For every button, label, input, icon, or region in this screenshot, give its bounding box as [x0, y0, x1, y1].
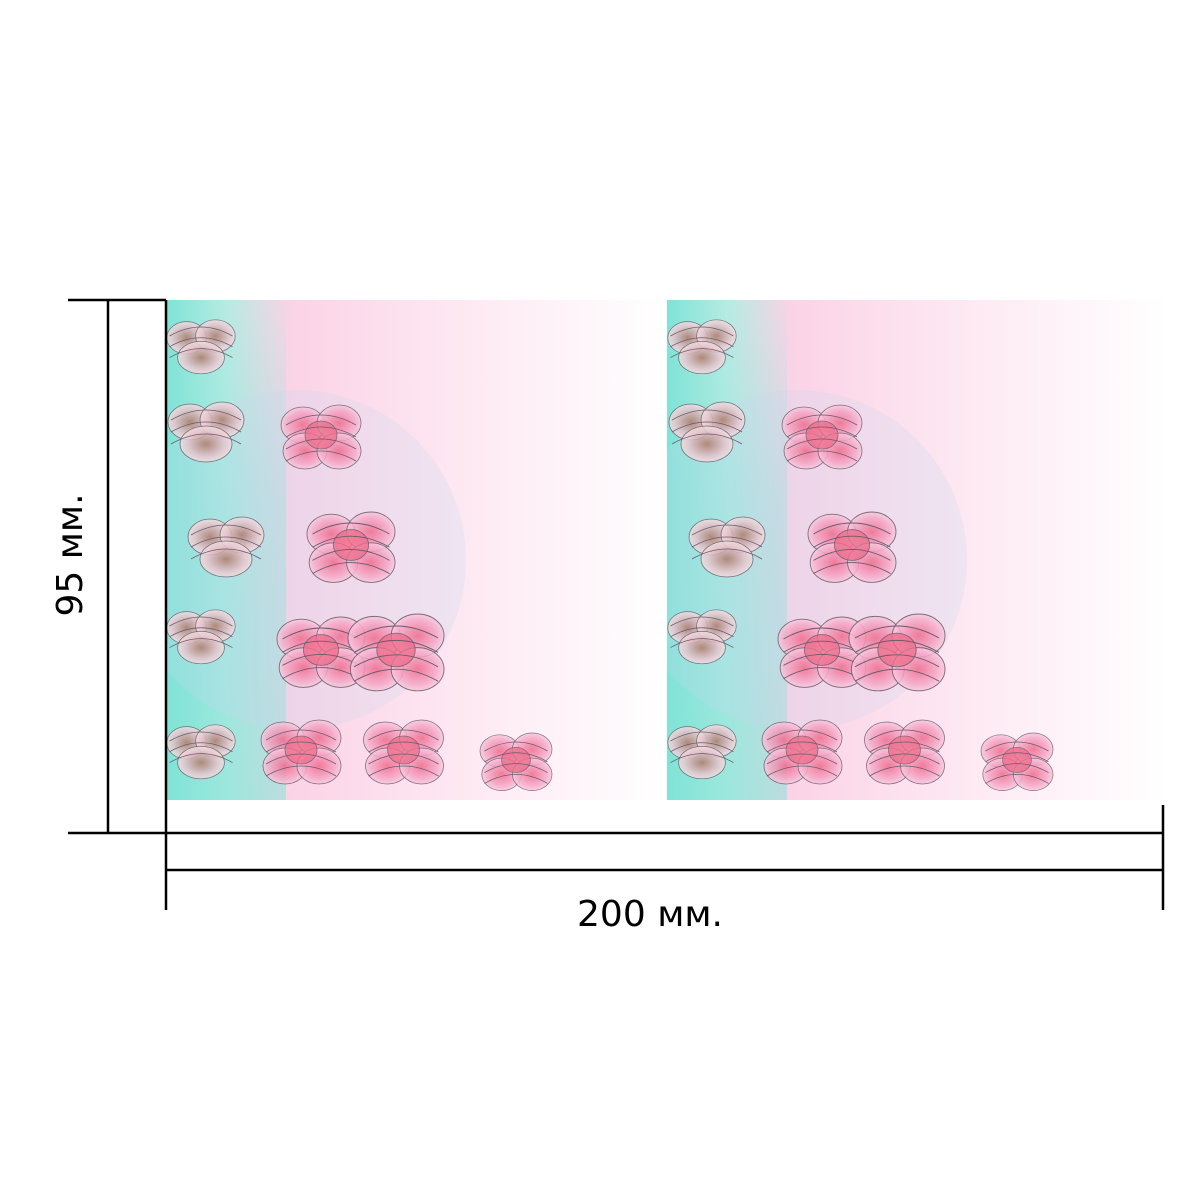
- print-panel: [627, 300, 1167, 800]
- dimension-lines: [68, 298, 1165, 910]
- print-panel: [126, 300, 666, 800]
- width-label: 200 мм.: [577, 894, 723, 935]
- height-label: 95 мм.: [50, 493, 91, 616]
